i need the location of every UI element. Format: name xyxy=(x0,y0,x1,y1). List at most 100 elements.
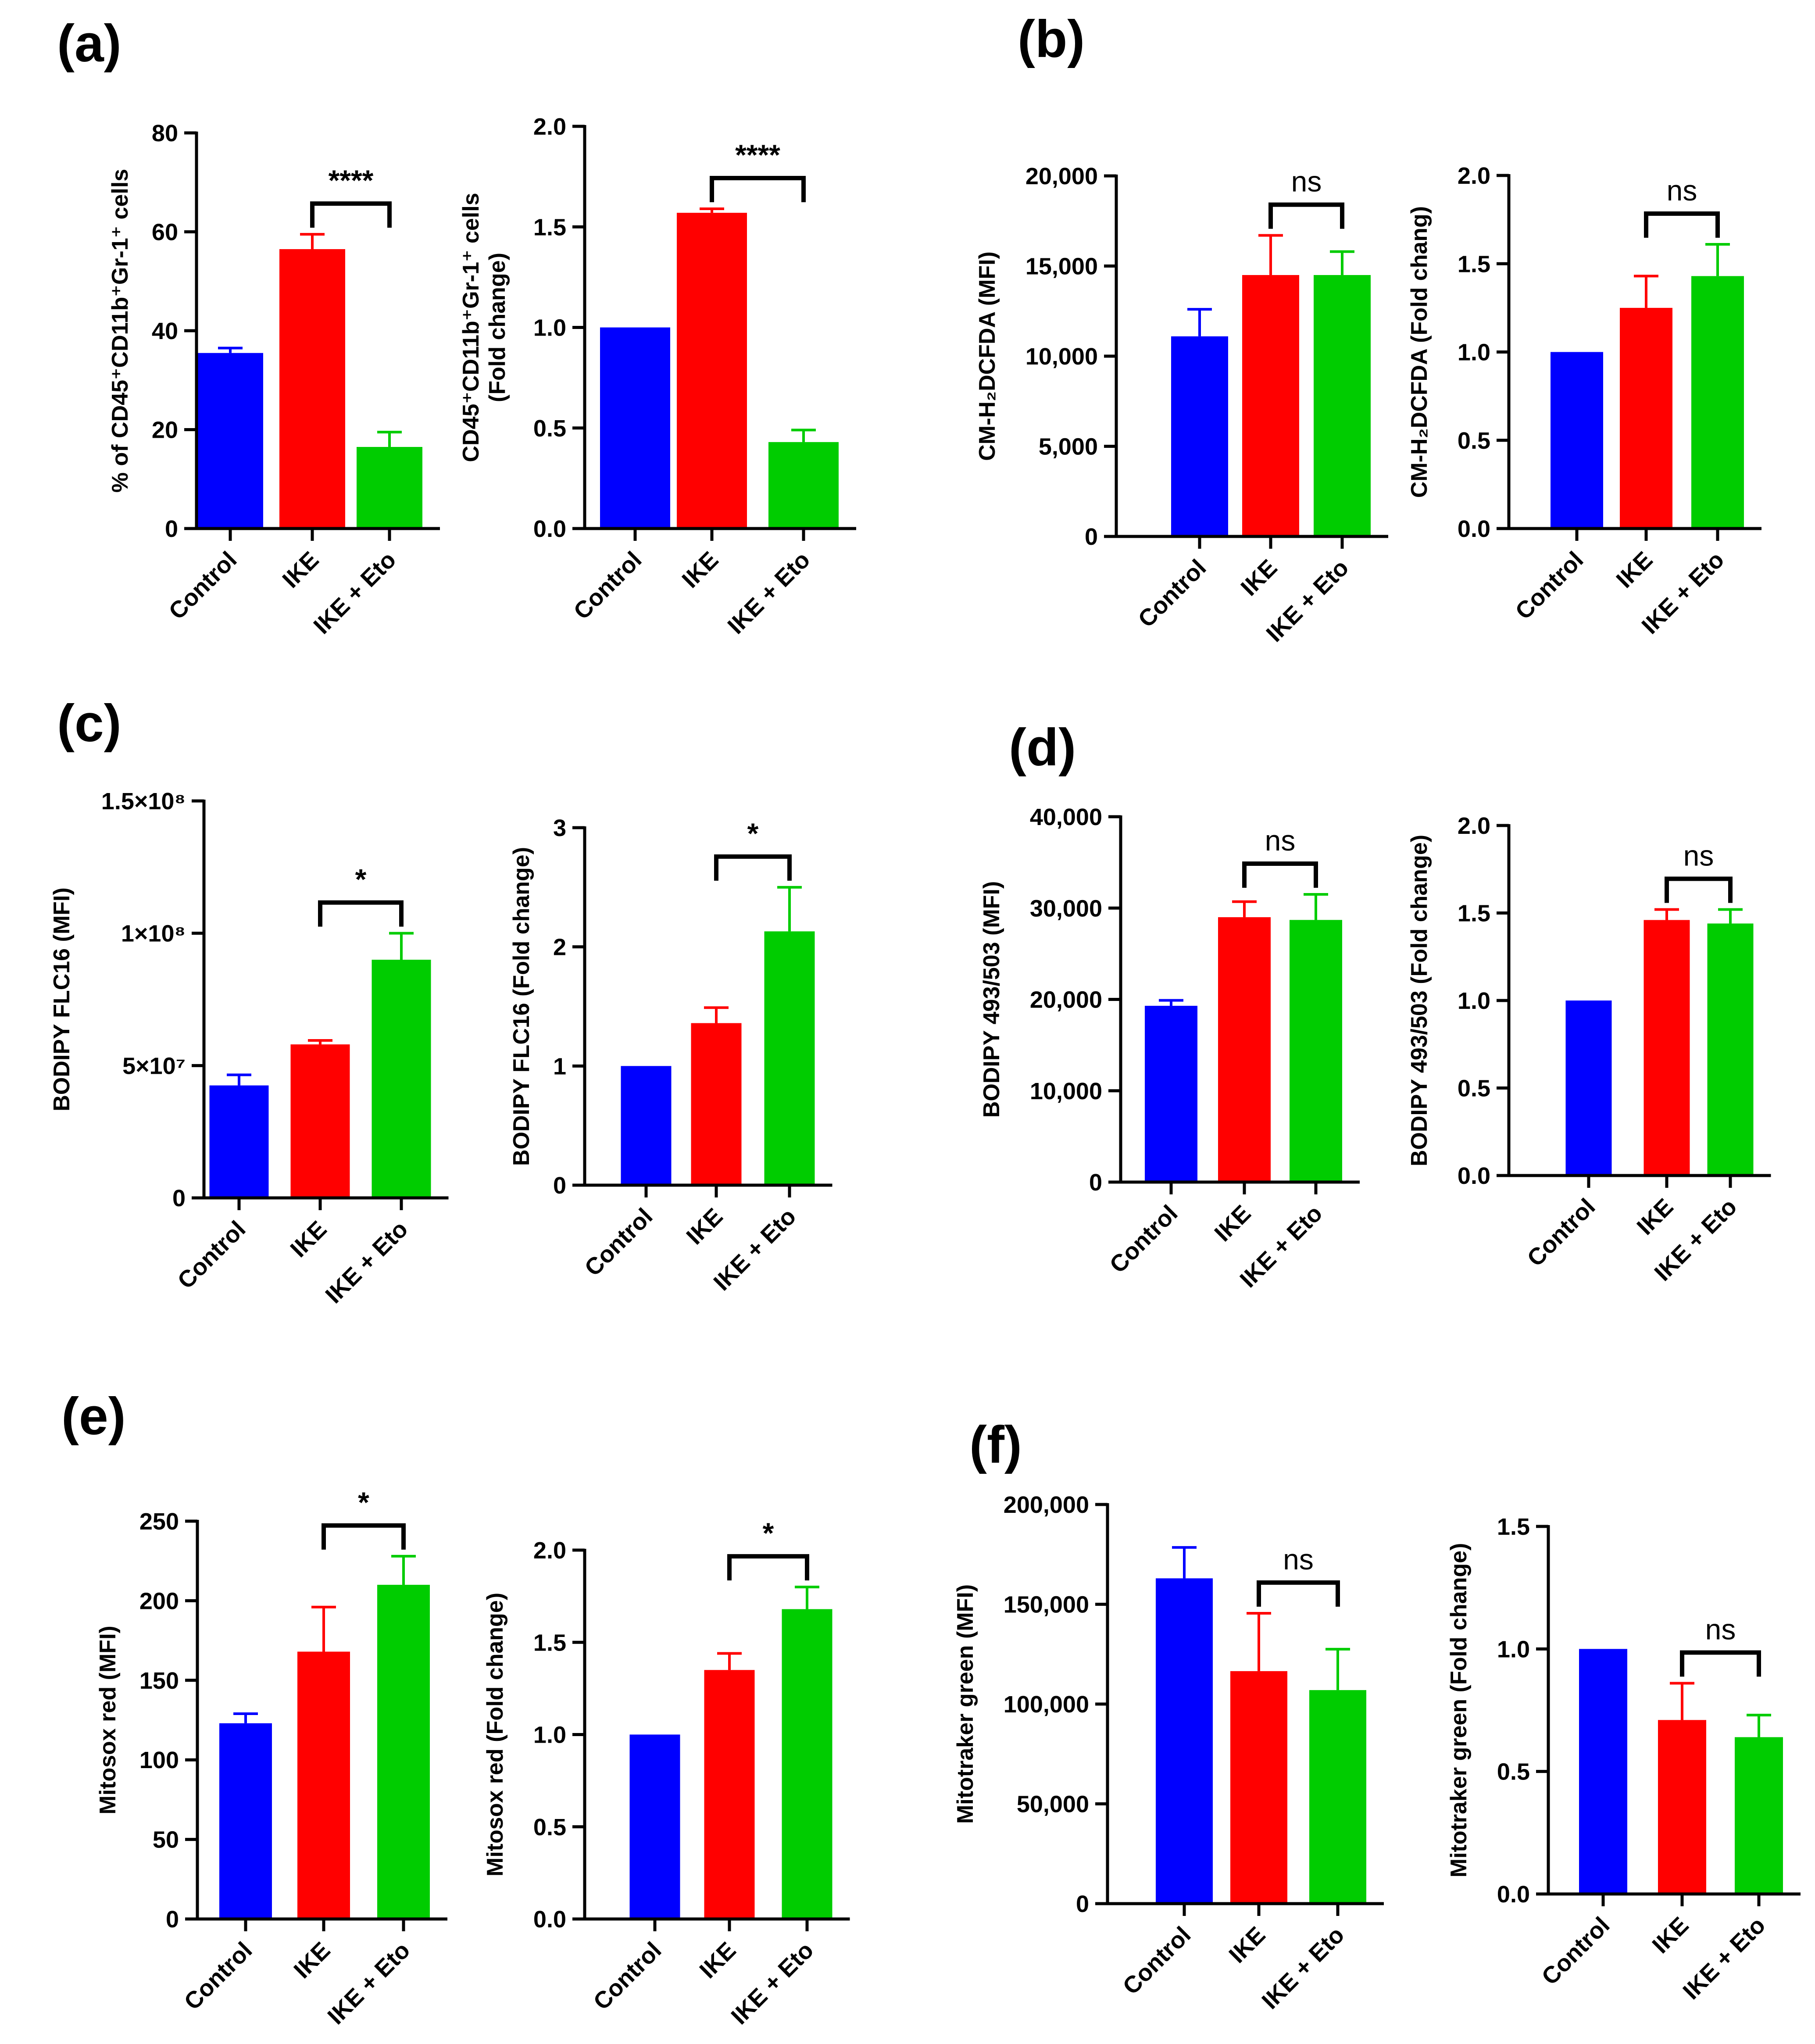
bar-f1-ike xyxy=(1230,1671,1287,1904)
bar-b1-ike xyxy=(1242,275,1299,536)
y-tick-label-c1-2: 1×10⁸ xyxy=(121,921,186,947)
y-axis-label-c1: BODIPY FLC16 (MFI) xyxy=(49,887,75,1111)
y-tick-label-c2-1: 1 xyxy=(553,1053,566,1079)
y-tick-label-a2-0: 0.0 xyxy=(533,516,566,542)
bar-e2-ike xyxy=(704,1670,755,1919)
y-tick-label-d1-2: 20,000 xyxy=(1030,987,1102,1013)
y-tick-label-a2-3: 1.5 xyxy=(533,214,566,240)
y-axis-label-e2: Mitosox red (Fold change) xyxy=(482,1593,508,1876)
y-tick-label-b2-2: 1.0 xyxy=(1458,339,1490,366)
x-tick-label-e2-1: IKE xyxy=(694,1937,741,1983)
y-tick-label-e2-3: 1.5 xyxy=(533,1629,566,1656)
y-tick-label-f2-1: 0.5 xyxy=(1497,1759,1530,1785)
x-tick-label-c1-0: Control xyxy=(172,1216,250,1294)
x-tick-label-c2-1: IKE xyxy=(681,1203,728,1250)
x-tick-label-d1-0: Control xyxy=(1104,1200,1183,1278)
y-tick-label-e2-2: 1.0 xyxy=(533,1722,566,1748)
significance-label-d1: ns xyxy=(1265,824,1296,857)
y-axis-label-a1: % of CD45⁺CD11b⁺Gr-1⁺ cells xyxy=(107,169,133,493)
y-tick-label-d1-0: 0 xyxy=(1089,1169,1102,1196)
y-tick-label-e1-3: 150 xyxy=(139,1668,179,1694)
y-tick-label-d2-3: 1.5 xyxy=(1458,901,1490,927)
y-tick-label-f1-3: 150,000 xyxy=(1004,1592,1089,1618)
y-tick-label-b1-1: 5,000 xyxy=(1039,434,1098,460)
y-tick-label-a1-1: 20 xyxy=(152,417,178,443)
y-tick-label-b2-0: 0.0 xyxy=(1458,516,1490,542)
bar-c1-ike xyxy=(290,1044,350,1198)
significance-bracket-d1 xyxy=(1242,861,1318,888)
x-tick-label-c1-2: IKE + Eto xyxy=(320,1216,413,1308)
x-tick-label-b1-0: Control xyxy=(1133,554,1211,632)
x-tick-label-e2-0: Control xyxy=(588,1937,666,2015)
x-tick-label-f1-1: IKE xyxy=(1224,1922,1270,1968)
x-tick-label-b2-1: IKE xyxy=(1611,547,1658,593)
significance-bracket-b1 xyxy=(1268,202,1344,229)
bar-b2-ike-eto xyxy=(1691,276,1744,529)
bar-a1-ike xyxy=(279,249,345,529)
significance-bracket-e2 xyxy=(727,1554,809,1581)
bar-c2-ike-eto xyxy=(764,931,815,1185)
y-tick-label-e1-5: 250 xyxy=(139,1508,179,1535)
significance-label-f1: ns xyxy=(1283,1543,1314,1576)
x-tick-label-b1-1: IKE xyxy=(1236,554,1282,601)
y-tick-label-a2-4: 2.0 xyxy=(533,114,566,140)
y-tick-label-e1-0: 0 xyxy=(166,1906,179,1933)
y-tick-label-d2-2: 1.0 xyxy=(1458,988,1490,1014)
x-tick-label-d1-1: IKE xyxy=(1209,1200,1256,1247)
y-tick-label-e1-1: 50 xyxy=(153,1827,179,1853)
y-tick-label-c1-0: 0 xyxy=(172,1185,186,1211)
bar-d1-ike-eto xyxy=(1290,920,1342,1182)
x-tick-label-f2-0: Control xyxy=(1536,1912,1615,1990)
y-tick-label-f1-4: 200,000 xyxy=(1004,1492,1089,1518)
y-axis-label-b1: CM-H₂DCFDA (MFI) xyxy=(975,251,1000,461)
bar-f2-ike xyxy=(1658,1720,1706,1894)
x-tick-label-c1-1: IKE xyxy=(285,1216,332,1262)
panel-label-f: (f) xyxy=(969,1415,1022,1474)
y-tick-label-a2-1: 0.5 xyxy=(533,415,566,442)
bar-a2-ike xyxy=(677,213,747,529)
bar-d2-ike-eto xyxy=(1707,923,1754,1176)
significance-bracket-b2 xyxy=(1644,211,1720,238)
x-tick-label-a1-0: Control xyxy=(164,547,242,625)
bar-e1-control xyxy=(219,1723,272,1919)
bar-a1-control xyxy=(197,353,263,529)
y-tick-label-f2-0: 0.0 xyxy=(1497,1881,1530,1908)
bar-f1-ike-eto xyxy=(1309,1690,1366,1904)
y-tick-label-b1-3: 15,000 xyxy=(1025,254,1098,280)
significance-bracket-c1 xyxy=(318,900,404,927)
x-tick-label-f1-2: IKE + Eto xyxy=(1257,1922,1349,2014)
significance-label-a1: **** xyxy=(329,164,374,197)
x-tick-label-e1-2: IKE + Eto xyxy=(322,1937,415,2030)
y-axis-label-2-a2: (Fold change) xyxy=(485,253,510,402)
bar-d2-ike xyxy=(1644,920,1690,1176)
y-tick-label-d2-0: 0.0 xyxy=(1458,1163,1490,1189)
bar-c2-ike xyxy=(691,1023,742,1185)
x-tick-label-d2-0: Control xyxy=(1522,1194,1600,1272)
y-tick-label-a1-4: 80 xyxy=(152,120,178,147)
y-tick-label-c2-3: 3 xyxy=(553,815,566,841)
y-tick-label-d2-4: 2.0 xyxy=(1458,813,1490,839)
y-tick-label-b1-2: 10,000 xyxy=(1025,343,1098,370)
significance-bracket-c2 xyxy=(714,854,792,881)
y-axis-label-d1: BODIPY 493/503 (MFI) xyxy=(979,881,1004,1118)
x-tick-label-c2-0: Control xyxy=(579,1203,657,1281)
y-tick-label-e2-1: 0.5 xyxy=(533,1814,566,1840)
y-tick-label-a2-2: 1.0 xyxy=(533,315,566,341)
x-tick-label-f1-0: Control xyxy=(1118,1922,1196,2000)
significance-label-a2: **** xyxy=(735,139,780,171)
significance-label-d2: ns xyxy=(1683,840,1714,872)
y-tick-label-a1-3: 60 xyxy=(152,219,178,246)
significance-label-c1: * xyxy=(355,863,367,896)
bar-a1-ike-eto xyxy=(357,447,422,529)
y-tick-label-b2-4: 2.0 xyxy=(1458,163,1490,189)
y-axis-label-f1: Mitotraker green (MFI) xyxy=(953,1584,978,1824)
bar-f1-control xyxy=(1156,1578,1213,1904)
bar-c2-control xyxy=(621,1066,672,1185)
x-tick-label-a2-1: IKE xyxy=(677,547,723,593)
